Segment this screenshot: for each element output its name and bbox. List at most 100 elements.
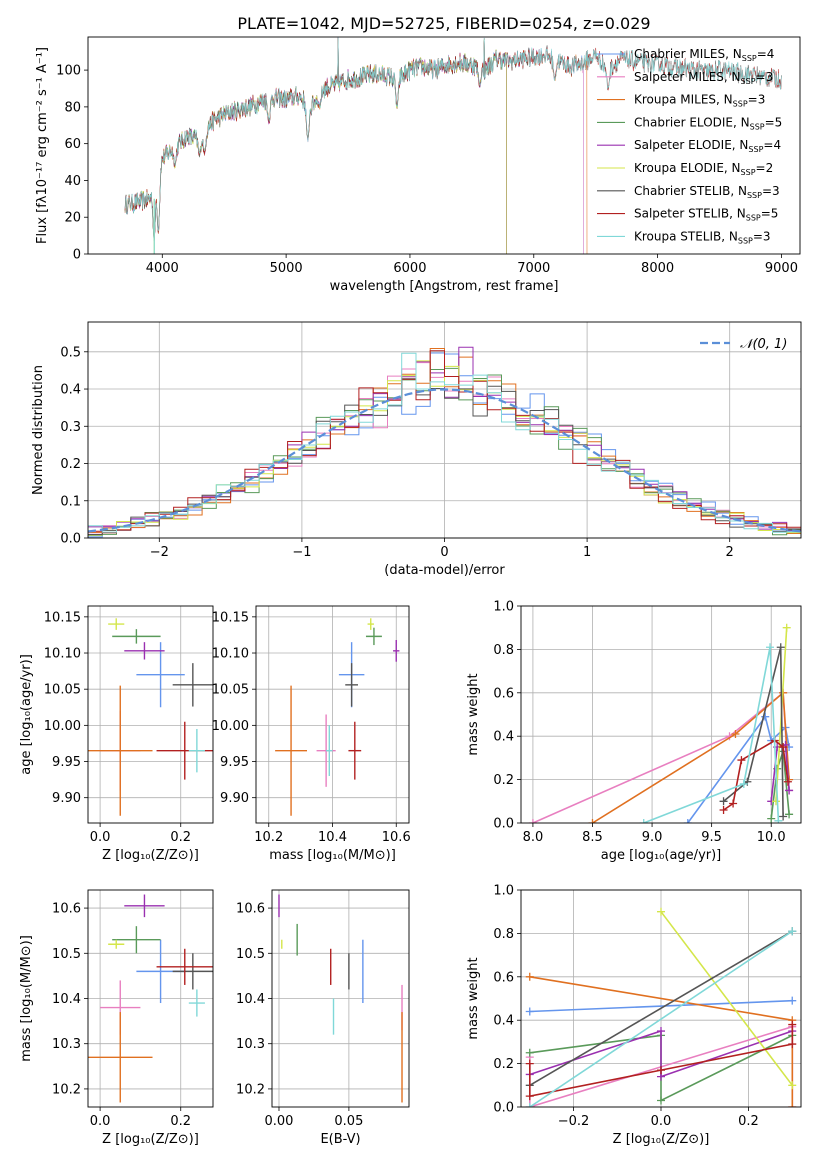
y-tick-label: 10.05 [212,683,249,698]
x-tick-label: 4000 [146,261,179,276]
legend-sub: SSP [746,214,761,223]
y-tick-label: 10.00 [212,719,249,734]
y-tick-label: 10.3 [52,1037,81,1052]
weight-marker [766,643,775,652]
axes-spectrum: 4000 5000 6000 7000 8000 9000 0 20 40 60 80 100 wave… [35,36,801,294]
x-tick-label: 8000 [641,261,674,276]
axes-mass-vs-ebv: 0.00 0.05 10.2 10.3 10.4 10.5 10.6 E(B-V) [236,889,410,1147]
legend-sub: SSP [742,54,757,63]
x-tick-label: 0.00 [265,1114,294,1129]
weight-marker [731,730,740,739]
weight-marker [782,623,791,632]
x-tick-label: 0.2 [170,830,191,845]
y-tick-label: 0.0 [493,817,514,832]
weight-series [529,999,793,1013]
weight-marker [788,1081,797,1090]
y-tick-label: 0.1 [60,494,81,509]
legend-label: Kroupa MILES, NSSP=3 [634,93,765,109]
x-tick-label: 0.2 [738,1114,759,1129]
weight-marker [771,797,780,806]
plot-area-mass-vs-z [88,894,213,1103]
legend-sub: SSP [747,191,762,200]
axes-age-vs-mass: 10.2 10.4 10.6 9.90 9.95 10.00 10.05 10.10 10.15… [212,605,411,863]
weight-marker [719,805,728,814]
x-tick-label: 6000 [393,261,426,276]
axes-frame [271,889,410,1108]
x-tick-label: 10.4 [318,830,347,845]
weight-marker [788,1103,797,1107]
x-axis-label: age [log₁₀(age/yr)] [601,848,722,863]
y-tick-label: 10.10 [44,647,81,662]
plot-area-spectrum [124,37,782,254]
y-tick-label: 0.8 [493,927,514,942]
plot-area-mass-vs-ebv [278,894,403,1103]
y-axis-label: mass weight [466,957,481,1039]
axes-frame [87,605,214,824]
legend-label: Chabrier ELODIE, NSSP=5 [634,115,782,131]
y-tick-label: 9.95 [52,755,81,770]
legend-label: Salpeter ELODIE, NSSP=4 [634,138,781,154]
y-tick-label: 10.4 [52,992,81,1007]
y-tick-label: 0 [73,248,81,263]
weight-marker [525,1059,534,1068]
x-axis-label: (data-model)/error [384,563,505,578]
weight-marker [788,1040,797,1049]
plot-area-age-vs-mass [275,618,400,816]
y-tick-label: 0.3 [60,420,81,435]
legend-sub: SSP [741,77,756,86]
weight-marker [525,1103,534,1107]
y-tick-label: 10.5 [236,947,265,962]
y-tick-label: 40 [64,174,81,189]
legend-sub: SSP [750,122,765,131]
y-tick-label: 0.4 [493,730,514,745]
weight-series [660,911,793,1086]
y-tick-label: 60 [64,137,81,152]
x-tick-label: 0.0 [90,830,111,845]
plot-area-residuals [88,346,801,538]
legend-label: 𝒩(0, 1) [740,337,787,352]
y-tick-label: 100 [56,64,81,79]
y-axis-label: Normed distribution [31,365,46,495]
y-tick-label: 1.0 [493,884,514,899]
legend-count: =3 [756,70,774,84]
x-tick-label: 9000 [765,261,798,276]
y-tick-label: 10.10 [212,647,249,662]
histogram-series [88,352,801,538]
weight-marker [779,743,788,752]
legend-sub: SSP [741,168,756,177]
y-tick-label: 10.00 [44,719,81,734]
x-tick-label: 8.0 [523,830,544,845]
weight-marker [525,972,534,981]
x-tick-label: 9.0 [642,830,663,845]
weight-marker [779,812,788,821]
weight-series [723,739,789,811]
y-tick-label: 10.6 [52,902,81,917]
axes-weight-vs-age: 8.0 8.5 9.0 9.5 10.0 0.0 0.2 0.4 0.6 0.8 1.0 age [l… [466,600,802,863]
y-tick-label: 0.6 [493,686,514,701]
weight-marker [639,819,648,823]
x-axis-label: Z [log₁₀(Z/Z⊙)] [102,1132,199,1147]
legend-label: Chabrier MILES, NSSP=4 [634,47,774,63]
legend-count: =4 [757,47,775,61]
weight-marker [525,1048,534,1057]
weight-series [529,930,793,1086]
y-tick-label: 80 [64,100,81,115]
y-tick-label: 10.2 [236,1082,265,1097]
y-tick-label: 0.2 [493,773,514,788]
x-tick-label: 0.0 [90,1114,111,1129]
axes-age-vs-z: 0.0 0.2 9.90 9.95 10.00 10.05 10.10 10.15 Z [log… [19,605,214,863]
weight-marker [739,779,748,788]
y-tick-label: 0.8 [493,643,514,658]
figure-title: PLATE=1042, MJD=52725, FIBERID=0254, z=0… [237,14,650,33]
weight-series [532,691,790,823]
x-tick-label: 0 [440,545,448,560]
y-axis-label: mass [log₁₀(M/M⊙)] [19,935,34,1062]
x-tick-label: 5000 [270,261,303,276]
x-axis-label: Z [log₁₀(Z/Z⊙)] [613,1132,710,1147]
spectrum-series [124,37,584,254]
spectrum-series [124,38,584,254]
plot-area-age-vs-z [88,618,213,816]
x-tick-label: −2 [150,545,169,560]
weight-marker [657,1096,665,1105]
axes-weight-vs-z: −0.2 0.0 0.2 0.0 0.2 0.4 0.6 0.8 1.0 Z [log₁₀(Z/Z… [466,884,802,1147]
